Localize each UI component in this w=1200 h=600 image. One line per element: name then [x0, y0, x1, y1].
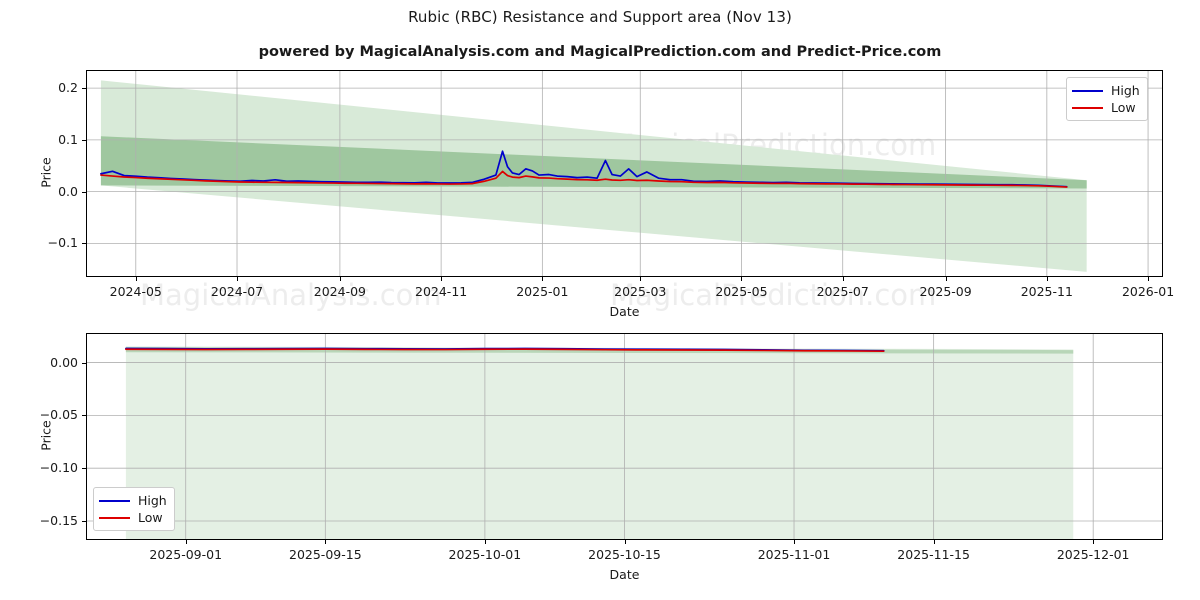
x-tick-mark: [441, 277, 443, 281]
x-tick-label: 2024-09: [313, 284, 366, 299]
x-tick-mark: [1148, 277, 1150, 281]
series-line-low: [100, 170, 1068, 188]
upper-plot-area: [86, 70, 1163, 277]
x-tick-label: 2025-11-01: [757, 547, 831, 562]
x-tick-mark: [624, 540, 626, 544]
x-tick-mark: [185, 540, 187, 544]
x-tick-label: 2024-05: [109, 284, 162, 299]
y-tick-label: −0.15: [39, 512, 78, 528]
x-tick-mark: [542, 277, 544, 281]
y-tick-label: −0.05: [39, 407, 78, 423]
x-tick-mark: [933, 540, 935, 544]
x-tick-mark: [945, 277, 947, 281]
upper-chart-panel: [86, 70, 1163, 277]
y-tick-mark: [82, 191, 86, 193]
y-tick-label: 0.0: [58, 183, 78, 199]
legend-item-low[interactable]: Low: [99, 509, 167, 526]
lower-chart-panel: [86, 333, 1163, 540]
y-tick-label: 0.00: [50, 354, 78, 370]
legend-label: High: [138, 493, 167, 508]
lower-x-axis-label: Date: [609, 567, 640, 582]
y-tick-mark: [82, 139, 86, 141]
y-tick-label: 0.1: [58, 131, 78, 147]
legend-label: Low: [138, 510, 163, 525]
x-tick-label: 2025-03: [614, 284, 667, 299]
x-tick-mark: [842, 277, 844, 281]
x-tick-label: 2024-07: [210, 284, 264, 299]
legend-swatch-low-icon: [1072, 106, 1103, 109]
x-tick-label: 2025-09-01: [149, 547, 223, 562]
x-tick-label: 2025-09: [919, 284, 972, 299]
x-tick-mark: [1093, 540, 1095, 544]
x-tick-label: 2026-01: [1121, 284, 1175, 299]
x-tick-mark: [794, 540, 796, 544]
chart-subtitle: powered by MagicalAnalysis.com and Magic…: [258, 44, 942, 60]
x-tick-label: 2025-12-01: [1056, 547, 1130, 562]
x-tick-mark: [741, 277, 743, 281]
x-tick-mark: [237, 277, 238, 281]
y-tick-mark: [82, 243, 86, 245]
x-tick-label: 2025-10-01: [448, 547, 522, 562]
y-tick-mark: [82, 362, 86, 364]
y-tick-label: −0.1: [47, 235, 78, 251]
legend-swatch-high-icon: [99, 499, 130, 502]
x-tick-label: 2025-05: [715, 284, 768, 299]
lower-y-axis-label: Price: [38, 419, 54, 451]
lower-chart-legend[interactable]: High Low: [93, 487, 175, 531]
x-tick-label: 2024-11: [415, 284, 468, 299]
x-tick-label: 2025-11-15: [897, 547, 970, 562]
x-tick-label: 2025-09-15: [289, 547, 362, 562]
y-tick-mark: [82, 468, 86, 470]
legend-label: Low: [1111, 100, 1136, 115]
resistance-support-outer-cone: [125, 346, 1074, 540]
legend-item-low[interactable]: Low: [1072, 99, 1140, 116]
x-tick-mark: [1046, 277, 1048, 281]
y-tick-label: −0.10: [39, 460, 78, 476]
y-tick-label: 0.2: [58, 80, 78, 96]
y-tick-mark: [82, 88, 86, 90]
upper-x-axis-label: Date: [609, 304, 640, 319]
lower-plot-area: [86, 333, 1163, 540]
resistance-support-inner-band: [100, 136, 1087, 189]
series-line-low: [125, 348, 885, 353]
upper-y-axis-label: Price: [38, 156, 54, 188]
legend-label: High: [1111, 83, 1140, 98]
legend-swatch-high-icon: [1072, 89, 1103, 92]
y-tick-mark: [82, 415, 86, 417]
x-tick-label: 2025-10-15: [588, 547, 661, 562]
upper-chart-legend[interactable]: High Low: [1066, 77, 1148, 121]
x-tick-mark: [325, 540, 327, 544]
x-tick-mark: [339, 277, 341, 281]
legend-item-high[interactable]: High: [99, 492, 167, 509]
y-tick-mark: [82, 520, 86, 522]
legend-item-high[interactable]: High: [1072, 82, 1140, 99]
x-tick-mark: [484, 540, 486, 544]
x-tick-label: 2025-07: [816, 284, 869, 299]
legend-swatch-low-icon: [99, 516, 130, 519]
x-tick-mark: [640, 277, 642, 281]
x-tick-label: 2025-11: [1020, 284, 1073, 299]
x-tick-mark: [135, 277, 137, 281]
page-title: Rubic (RBC) Resistance and Support area …: [408, 8, 792, 26]
x-tick-label: 2025-01: [516, 284, 569, 299]
